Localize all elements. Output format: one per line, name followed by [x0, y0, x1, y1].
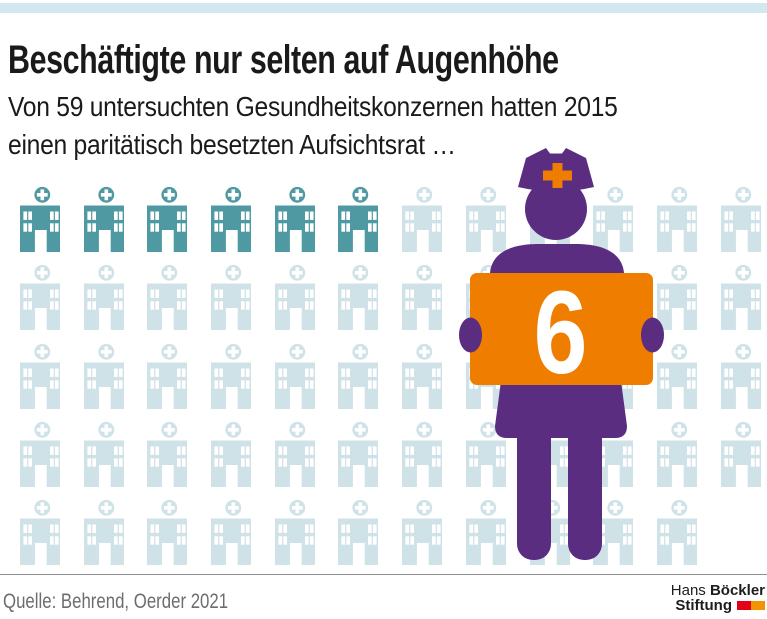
hospital-icon — [402, 498, 443, 566]
hospital-icon — [20, 498, 60, 566]
top-accent-bar — [0, 3, 767, 13]
hospital-icon — [465, 498, 506, 566]
nurse-right-leg — [568, 400, 602, 560]
hospital-icon — [211, 185, 252, 252]
nurse-torso — [490, 244, 624, 280]
hospital-icon — [656, 341, 697, 409]
logo-orange-square — [751, 601, 765, 610]
hospital-icon — [274, 419, 315, 487]
nurse-left-hand — [459, 317, 482, 353]
hospital-icon — [147, 185, 188, 252]
logo-line-2: Stiftung — [671, 598, 765, 614]
hospital-icon — [274, 263, 315, 331]
hospital-icon — [338, 263, 379, 331]
hospital-icon — [211, 263, 252, 331]
hospital-icon — [593, 185, 634, 252]
hospital-icon — [338, 185, 379, 252]
hospital-icon — [402, 185, 443, 252]
hospital-icon — [83, 419, 124, 487]
nurse-figure: 6 — [459, 148, 664, 560]
hospital-icon — [274, 498, 315, 566]
hospital-icon — [83, 263, 124, 331]
hospital-icon — [211, 341, 252, 409]
subtitle-line-2: einen paritätisch besetzten Aufsichtsrat… — [8, 129, 456, 160]
nurse-skirt — [495, 381, 627, 438]
hospital-icon — [147, 341, 188, 409]
hospital-icon — [656, 498, 697, 566]
hospital-icon — [211, 419, 252, 487]
hospital-icon — [465, 419, 506, 487]
hospital-icon — [147, 498, 188, 566]
hospital-icon — [147, 419, 188, 487]
hospital-icon — [402, 341, 443, 409]
sign-board — [470, 273, 653, 385]
hospital-icon — [211, 498, 252, 566]
hospital-icon — [656, 185, 697, 252]
hospital-icon — [402, 419, 443, 487]
logo-red-square — [737, 601, 751, 610]
hospital-icon — [20, 185, 60, 252]
page-title: Beschäftigte nur selten auf Augenhöhe — [8, 38, 559, 82]
hospital-icon — [20, 419, 60, 487]
nurse-head — [525, 178, 587, 240]
nurse-right-hand — [641, 317, 664, 353]
hospital-icon — [338, 498, 379, 566]
hospital-icon — [83, 498, 124, 566]
source-note: Quelle: Behrend, Oerder 2021 — [3, 590, 229, 613]
hospital-icon — [274, 341, 315, 409]
hospital-icon — [656, 263, 697, 331]
hospital-icon — [593, 498, 634, 566]
hospital-icon — [720, 419, 761, 487]
hospital-icon — [20, 263, 60, 331]
subtitle-line-1: Von 59 untersuchten Gesundheitskonzernen… — [8, 91, 618, 122]
hospital-icon — [465, 185, 506, 252]
logo-line-1: Hans Böckler — [670, 582, 765, 599]
hospital-icon — [720, 185, 761, 252]
hospital-icon — [83, 341, 124, 409]
subtitle: Von 59 untersuchten Gesundheitskonzernen… — [8, 88, 701, 164]
hospital-icon — [338, 419, 379, 487]
hospital-icon — [83, 185, 124, 252]
sign-number: 6 — [534, 266, 588, 398]
hans-boeckler-stiftung-logo: Hans Böckler Stiftung — [670, 582, 765, 614]
hospital-icon — [720, 341, 761, 409]
hospital-icon — [274, 185, 315, 252]
footer-divider — [0, 574, 767, 575]
hospital-icon — [656, 419, 697, 487]
hospital-icon — [20, 341, 60, 409]
nurse-left-leg — [517, 400, 551, 560]
hospital-icon — [338, 341, 379, 409]
hospital-icon — [402, 263, 443, 331]
hospital-icon — [147, 263, 188, 331]
hospital-icon — [720, 263, 761, 331]
medical-cross-icon — [543, 163, 572, 188]
